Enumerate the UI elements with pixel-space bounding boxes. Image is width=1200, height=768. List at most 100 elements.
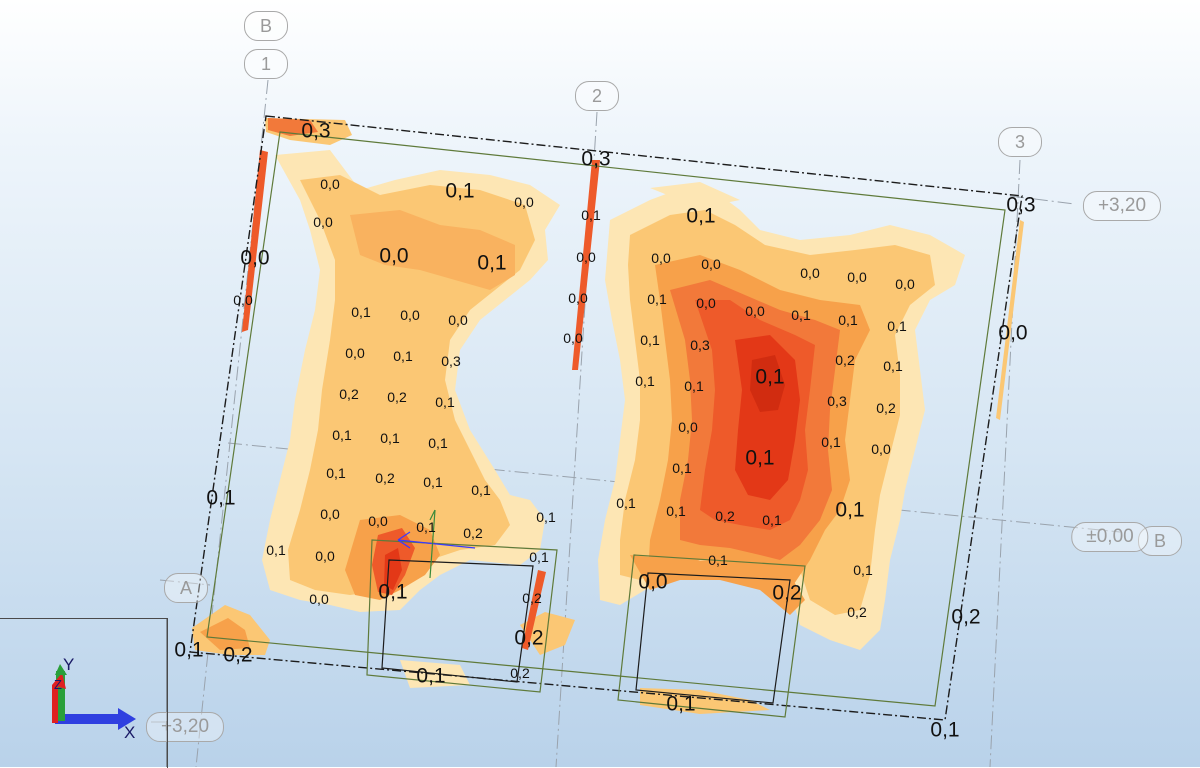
value-label: 0,1 bbox=[666, 503, 686, 519]
value-label: 0,1 bbox=[378, 580, 408, 604]
value-label: 0,1 bbox=[838, 312, 858, 328]
value-label: 0,1 bbox=[174, 638, 204, 662]
value-label: 0,0 bbox=[651, 250, 671, 266]
grid-axis-1[interactable]: 1 bbox=[244, 49, 288, 79]
value-label: 0,1 bbox=[471, 482, 491, 498]
value-label: 0,0 bbox=[309, 591, 329, 607]
triad-x-label: X bbox=[124, 723, 136, 742]
value-label: 0,3 bbox=[827, 393, 847, 409]
value-label: 0,1 bbox=[666, 692, 696, 716]
value-label: 0,0 bbox=[400, 307, 420, 323]
value-label: 0,1 bbox=[380, 430, 400, 446]
value-label: 0,1 bbox=[745, 446, 775, 470]
value-label: 0,1 bbox=[393, 348, 413, 364]
value-label: 0,2 bbox=[339, 386, 359, 402]
level-label-bottom-left[interactable]: +3,20 bbox=[145, 712, 225, 742]
level-label-top-right[interactable]: +3,20 bbox=[1082, 191, 1162, 221]
grid-axis-2[interactable]: 2 bbox=[575, 81, 619, 111]
value-label: 0,2 bbox=[715, 508, 735, 524]
grid-axis-a[interactable]: A bbox=[164, 573, 208, 603]
level-label-right-mid[interactable]: ±0,00 bbox=[1071, 522, 1149, 552]
value-label: 0,1 bbox=[635, 373, 655, 389]
value-label: 0,0 bbox=[895, 276, 915, 292]
value-label: 0,2 bbox=[835, 352, 855, 368]
value-label: 0,3 bbox=[441, 353, 461, 369]
value-label: 0,3 bbox=[1006, 193, 1036, 217]
value-label: 0,1 bbox=[708, 552, 728, 568]
value-label: 0,0 bbox=[315, 548, 335, 564]
value-label: 0,1 bbox=[581, 207, 601, 223]
value-label: 0,0 bbox=[345, 345, 365, 361]
value-label: 0,0 bbox=[678, 419, 698, 435]
value-label: 0,1 bbox=[686, 204, 716, 228]
value-label: 0,0 bbox=[696, 295, 716, 311]
value-label: 0,2 bbox=[514, 626, 544, 650]
value-label: 0,0 bbox=[745, 303, 765, 319]
value-label: 0,0 bbox=[320, 176, 340, 192]
coordinate-triad-panel: Y Z X bbox=[0, 618, 168, 768]
value-label: 0,0 bbox=[563, 330, 583, 346]
value-label: 0,1 bbox=[672, 460, 692, 476]
value-label: 0,0 bbox=[847, 269, 867, 285]
value-label: 0,2 bbox=[876, 400, 896, 416]
value-label: 0,1 bbox=[428, 435, 448, 451]
value-label: 0,0 bbox=[998, 321, 1028, 345]
value-label: 0,3 bbox=[581, 147, 611, 171]
value-label: 0,2 bbox=[375, 470, 395, 486]
value-label: 0,1 bbox=[616, 495, 636, 511]
value-label: 0,1 bbox=[930, 718, 960, 742]
value-label: 0,3 bbox=[301, 119, 331, 143]
value-label: 0,0 bbox=[240, 246, 270, 270]
value-label: 0,2 bbox=[510, 665, 530, 681]
value-label: 0,0 bbox=[313, 214, 333, 230]
value-label: 0,1 bbox=[332, 427, 352, 443]
value-label: 0,1 bbox=[684, 378, 704, 394]
value-label: 0,0 bbox=[379, 244, 409, 268]
value-label: 0,0 bbox=[320, 506, 340, 522]
value-label: 0,1 bbox=[416, 519, 436, 535]
value-label: 0,1 bbox=[529, 549, 549, 565]
contour-edges bbox=[192, 118, 1024, 714]
value-label: 0,0 bbox=[576, 249, 596, 265]
value-label: 0,0 bbox=[448, 312, 468, 328]
value-label: 0,0 bbox=[871, 441, 891, 457]
value-label: 0,2 bbox=[951, 605, 981, 629]
triad-y-label: Y bbox=[63, 655, 75, 674]
value-label: 0,1 bbox=[416, 664, 446, 688]
value-label: 0,1 bbox=[835, 498, 865, 522]
value-label: 0,1 bbox=[762, 512, 782, 528]
value-label: 0,0 bbox=[568, 290, 588, 306]
value-label: 0,1 bbox=[326, 465, 346, 481]
value-label: 0,1 bbox=[883, 358, 903, 374]
value-label: 0,0 bbox=[514, 194, 534, 210]
value-label: 0,0 bbox=[368, 513, 388, 529]
value-label: 0,1 bbox=[887, 318, 907, 334]
value-label: 0,1 bbox=[755, 365, 785, 389]
value-label: 0,1 bbox=[266, 542, 286, 558]
value-label: 0,0 bbox=[800, 265, 820, 281]
value-label: 0,0 bbox=[233, 292, 253, 308]
contour-right-panel bbox=[598, 185, 965, 650]
value-label: 0,2 bbox=[772, 581, 802, 605]
value-label: 0,2 bbox=[463, 525, 483, 541]
value-label: 0,2 bbox=[223, 643, 253, 667]
value-label: 0,1 bbox=[435, 394, 455, 410]
value-label: 0,1 bbox=[853, 562, 873, 578]
value-label: 0,0 bbox=[701, 256, 721, 272]
value-label: 0,1 bbox=[647, 291, 667, 307]
value-label: 0,1 bbox=[821, 434, 841, 450]
value-label: 0,1 bbox=[445, 179, 475, 203]
value-label: 0,1 bbox=[206, 486, 236, 510]
value-label: 0,1 bbox=[640, 332, 660, 348]
grid-axis-b-top[interactable]: B bbox=[244, 11, 288, 41]
value-label: 0,1 bbox=[477, 251, 507, 275]
value-label: 0,0 bbox=[638, 570, 668, 594]
value-label: 0,2 bbox=[522, 590, 542, 606]
value-label: 0,1 bbox=[351, 304, 371, 320]
triad-icon bbox=[52, 664, 136, 730]
value-label: 0,2 bbox=[387, 389, 407, 405]
grid-axis-3[interactable]: 3 bbox=[998, 127, 1042, 157]
value-label: 0,1 bbox=[536, 509, 556, 525]
